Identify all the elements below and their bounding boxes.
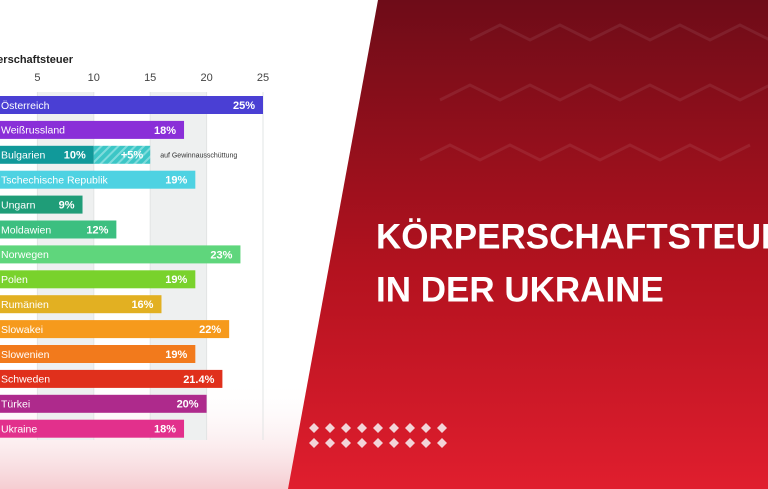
bar xyxy=(0,394,207,413)
diamond xyxy=(357,423,367,433)
diamond xyxy=(341,438,351,448)
bar xyxy=(0,295,162,314)
bar xyxy=(0,345,196,363)
chart-title: Körperschaftsteuer xyxy=(0,54,74,66)
bar xyxy=(0,369,223,388)
bar xyxy=(0,120,185,139)
category-label: Österreich xyxy=(1,100,50,112)
category-label: Ungarn xyxy=(1,199,36,211)
category-label: Tschechische Republik xyxy=(1,174,109,186)
bar xyxy=(0,96,263,114)
value-label: 12% xyxy=(86,224,108,236)
value-label: 19% xyxy=(165,175,187,187)
x-tick-label: 25 xyxy=(257,72,269,84)
bar xyxy=(0,170,196,189)
category-label: Slowenien xyxy=(1,349,50,361)
bar xyxy=(0,320,230,339)
category-label: Slowakei xyxy=(1,324,43,336)
diamond xyxy=(389,423,399,433)
bar xyxy=(0,245,241,264)
x-tick-label: 5 xyxy=(34,72,40,84)
red-panel xyxy=(288,0,768,489)
value-label: 16% xyxy=(131,299,153,311)
category-label: Polen xyxy=(1,274,28,286)
headline: KÖRPERSCHAFTSTEUER xyxy=(376,217,768,256)
value-label: 19% xyxy=(165,274,187,286)
bar-extra xyxy=(93,145,151,164)
x-tick-label: 10 xyxy=(88,72,100,84)
diamond xyxy=(325,423,335,433)
bar xyxy=(0,270,196,289)
diamond xyxy=(437,423,447,433)
value-label: 18% xyxy=(154,424,176,436)
value-label: 19% xyxy=(165,349,187,361)
x-tick-label: 20 xyxy=(200,72,212,84)
value-label: 22% xyxy=(199,324,221,336)
diamond xyxy=(373,423,383,433)
bar xyxy=(0,220,117,239)
value-label: 23% xyxy=(210,249,232,261)
diamond xyxy=(437,438,447,448)
category-label: Türkei xyxy=(1,399,30,411)
x-tick-label: 15 xyxy=(144,72,156,84)
value-label: 21.4% xyxy=(183,374,214,386)
category-label: Schweden xyxy=(1,374,50,386)
bar-note: auf Gewinnausschüttung xyxy=(160,153,237,160)
chart: 5 10 15 20 25 Österreich 25% Weißrussland 18% +5%… xyxy=(0,72,269,440)
diamond xyxy=(421,423,431,433)
diamond xyxy=(405,438,415,448)
bar xyxy=(0,145,94,164)
category-label: Ukraine xyxy=(1,423,37,435)
category-label: Norwegen xyxy=(1,249,49,261)
diamonds xyxy=(309,423,447,448)
diamond xyxy=(341,423,351,433)
diamond xyxy=(325,438,335,448)
diamond xyxy=(357,438,367,448)
category-label: Bulgarien xyxy=(1,150,46,162)
bar xyxy=(0,195,83,214)
chevrons xyxy=(419,23,768,162)
diamond xyxy=(421,438,431,448)
diamond xyxy=(389,438,399,448)
bar xyxy=(0,419,185,438)
bar-extra-label: +5% xyxy=(121,150,144,162)
diamond xyxy=(373,438,383,448)
headline: IN DER UKRAINE xyxy=(376,270,664,309)
diamond xyxy=(309,438,319,448)
category-label: Moldawien xyxy=(1,224,51,236)
value-label: 25% xyxy=(233,100,255,112)
value-label: 9% xyxy=(59,200,75,212)
category-label: Weißrussland xyxy=(1,125,65,137)
value-label: 18% xyxy=(154,125,176,137)
diamond xyxy=(309,423,319,433)
diamond xyxy=(405,423,415,433)
value-label: 20% xyxy=(177,399,199,411)
value-label: 10% xyxy=(64,150,86,162)
category-label: Rumänien xyxy=(1,299,49,311)
